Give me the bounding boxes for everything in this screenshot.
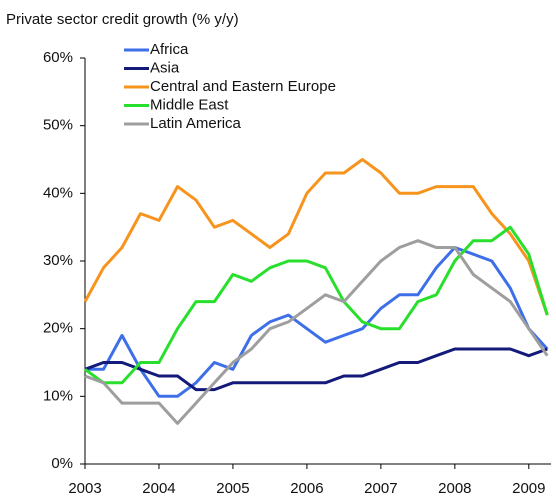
x-tick-label: 2004	[142, 480, 175, 497]
x-tick-label: 2008	[438, 480, 471, 497]
y-tick-label: 0%	[51, 455, 73, 472]
legend-label: Central and Eastern Europe	[150, 78, 336, 95]
x-tick-label: 2009	[512, 480, 545, 497]
legend-label: Asia	[150, 59, 180, 76]
chart-title: Private sector credit growth (% y/y)	[6, 11, 239, 28]
legend-label: Latin America	[150, 115, 242, 132]
series-line	[84, 225, 549, 385]
series-line	[85, 246, 549, 398]
series-line	[83, 158, 549, 316]
legend-label: Africa	[150, 41, 189, 58]
y-tick-label: 10%	[43, 387, 73, 404]
y-tick-label: 40%	[43, 184, 73, 201]
y-tick-label: 20%	[43, 320, 73, 337]
series-line	[84, 239, 549, 425]
x-tick-label: 2006	[290, 480, 323, 497]
x-tick-label: 2005	[216, 480, 249, 497]
x-tick-label: 2007	[364, 480, 397, 497]
x-tick-label: 2003	[68, 480, 101, 497]
series-line	[84, 347, 548, 392]
legend-label: Middle East	[150, 96, 229, 113]
y-tick-label: 50%	[43, 117, 73, 134]
y-tick-label: 30%	[43, 252, 73, 269]
y-tick-label: 60%	[43, 49, 73, 66]
